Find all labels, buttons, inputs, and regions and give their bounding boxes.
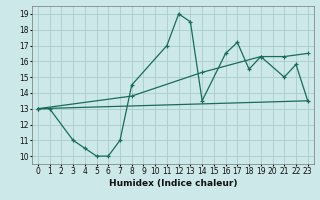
- X-axis label: Humidex (Indice chaleur): Humidex (Indice chaleur): [108, 179, 237, 188]
